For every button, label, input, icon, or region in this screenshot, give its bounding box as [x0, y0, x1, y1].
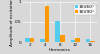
Bar: [30, 38, 34, 42]
Bar: [90, 40, 94, 42]
Legend: 16V60°, 16V90°: 16V60°, 16V90°: [74, 4, 96, 15]
X-axis label: Harmonics: Harmonics: [49, 48, 71, 52]
Bar: [70, 40, 75, 42]
Y-axis label: Amplitude of excitation: Amplitude of excitation: [10, 0, 14, 46]
Bar: [45, 6, 50, 42]
Bar: [40, 39, 45, 42]
Bar: [86, 39, 90, 42]
Bar: [56, 21, 60, 42]
Bar: [60, 35, 64, 42]
Bar: [26, 38, 30, 42]
Bar: [75, 38, 80, 42]
